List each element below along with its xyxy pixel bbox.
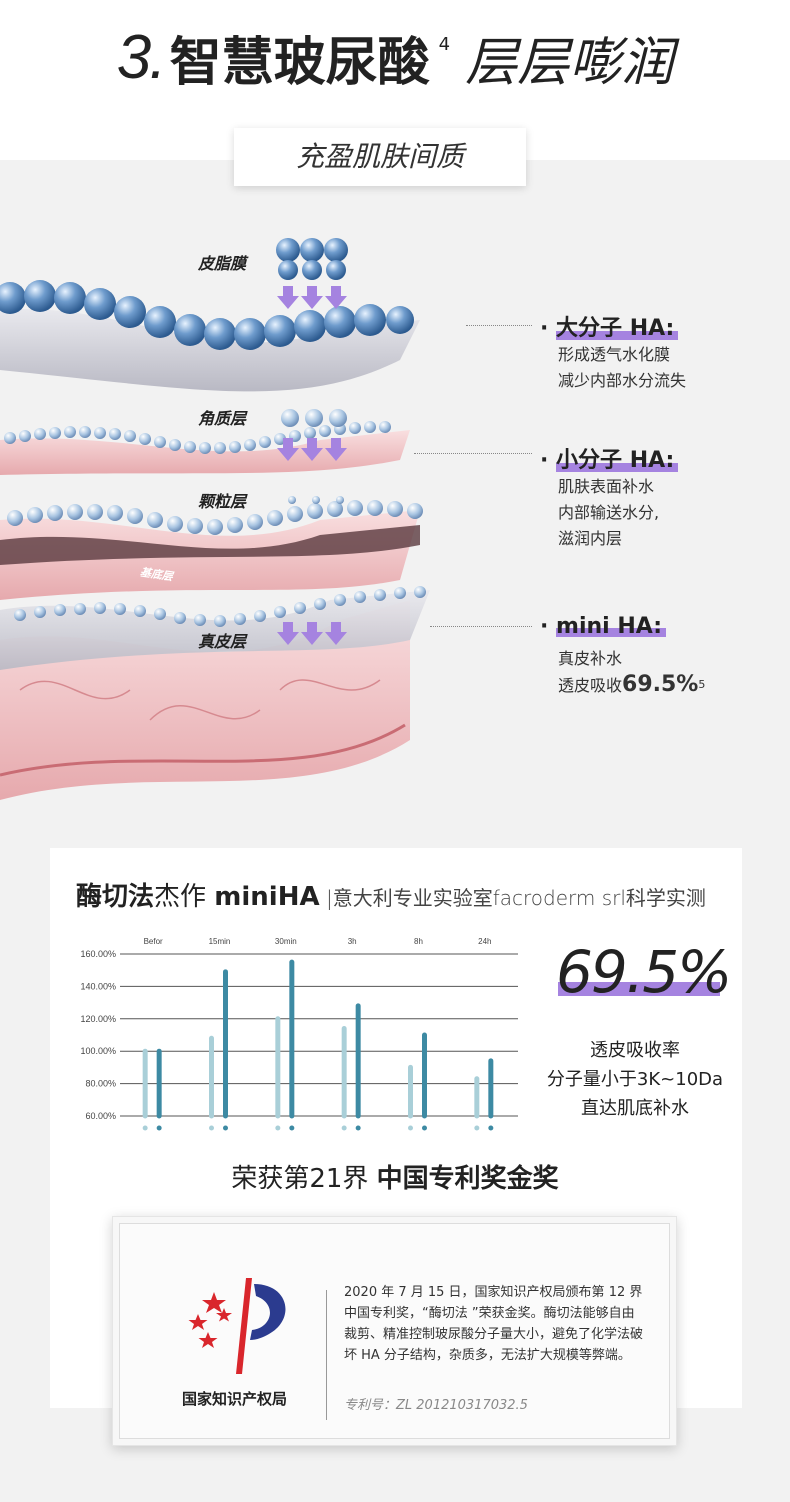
- bar-dot: [289, 1125, 295, 1131]
- skin-layers-illustration: [0, 238, 430, 800]
- sebum-bubbles: [0, 280, 414, 350]
- callout-mini-ha-line-1: 真皮补水: [558, 649, 623, 668]
- y-tick-label: 100.00%: [80, 1046, 116, 1056]
- panel-title-mid: 杰作: [154, 882, 215, 912]
- title-superscript: 4: [438, 34, 451, 55]
- certificate-text: 2020 年 7 月 15 日，国家知识产权局颁布第 12 界中国专利奖，“酶切…: [344, 1285, 644, 1363]
- certificate-patent: 专利号：ZL 201210317032.5: [344, 1398, 528, 1413]
- callout-mini-ha-title: mini HA:: [556, 614, 666, 639]
- subtitle-badge: 充盈肌肤间质: [234, 128, 526, 186]
- panel-desc-line-3: 直达肌底补水: [581, 1098, 689, 1119]
- x-category-label: 30min: [275, 937, 297, 946]
- panel-description: 透皮吸收率 分子量小于3K~10Da 直达肌底补水: [540, 1036, 730, 1123]
- award-bold: 中国专利奖金奖: [376, 1164, 559, 1194]
- large-ha-molecules: [276, 238, 348, 280]
- absorption-bar-chart: 160.00% 140.00% 120.00% 100.00% 80.00% 60.00%…: [80, 937, 518, 1131]
- dermis-bubbles: [14, 586, 426, 627]
- x-category-label: Befor: [144, 937, 163, 946]
- x-category-label: 3h: [348, 937, 357, 946]
- corneum-bubbles: [4, 421, 391, 454]
- title-bold: 智慧玻尿酸: [169, 33, 430, 93]
- callout-small-ha-title: 小分子 HA:: [556, 442, 679, 474]
- title-number: 3.: [116, 23, 167, 92]
- page-title: 3. 智慧玻尿酸 4 层层嘭润: [0, 20, 790, 95]
- callout-small-ha-line-2: 内部输送水分,: [558, 503, 660, 522]
- bar-dot: [156, 1125, 162, 1131]
- bar-dot: [341, 1125, 347, 1131]
- y-tick-label: 80.00%: [85, 1079, 116, 1089]
- x-category-label: 24h: [478, 937, 491, 946]
- y-tick-label: 140.00%: [80, 981, 116, 991]
- x-category-label: 15min: [209, 937, 231, 946]
- callout-mini-ha-value: 69.5%: [622, 672, 699, 697]
- panel-title: 酶切法杰作 miniHA |意大利专业实验室facroderm srl科学实测: [76, 876, 706, 913]
- bar-dot: [474, 1125, 480, 1131]
- small-ha-molecules: [281, 409, 347, 504]
- big-percent-highlight: [558, 982, 720, 996]
- bar-dot: [488, 1125, 494, 1131]
- callout-large-ha-line-2: 减少内部水分流失: [558, 371, 687, 390]
- sebum-film: [0, 309, 420, 392]
- big-percent-value: 69.5%: [556, 938, 732, 1006]
- bar-dot: [355, 1125, 361, 1131]
- dermis-mesh: [0, 590, 430, 670]
- callout-small-ha-line-1: 肌肤表面补水: [558, 477, 655, 496]
- y-tick-label: 120.00%: [80, 1014, 116, 1024]
- panel-desc-line-2: 分子量小于3K~10Da: [546, 1069, 724, 1090]
- bar-dot: [142, 1125, 148, 1131]
- bar-dot: [209, 1125, 214, 1131]
- layer-label-corneum: 角质层: [198, 409, 247, 428]
- award-heading: 荣获第21界 中国专利奖金奖: [0, 1158, 790, 1195]
- bar-dot: [223, 1125, 228, 1131]
- certificate-divider: [326, 1290, 327, 1420]
- layer-label-granular: 颗粒层: [198, 492, 247, 511]
- penetration-arrows: [277, 286, 347, 645]
- bar-dot: [408, 1125, 413, 1131]
- panel-title-note: |意大利专业实验室facroderm srl科学实测: [319, 886, 706, 910]
- certificate-frame: [112, 1216, 677, 1446]
- bar-dot: [275, 1125, 281, 1131]
- title-light: 层层嘭润: [465, 33, 674, 93]
- callout-mini-ha-sup: 5: [698, 678, 706, 691]
- award-prefix: 荣获第21界: [231, 1164, 377, 1194]
- x-category-label: 8h: [414, 937, 423, 946]
- callout-small-ha-line-3: 滋润内层: [558, 529, 623, 548]
- y-tick-label: 160.00%: [80, 949, 116, 959]
- layer-label-dermis: 真皮层: [198, 632, 247, 651]
- callout-large-ha-title: 大分子 HA:: [556, 310, 679, 342]
- cnipa-logo-icon: [188, 1278, 286, 1374]
- granular-bubbles: [7, 500, 423, 535]
- callout-mini-ha-line-2: 透皮吸收: [558, 676, 623, 695]
- certificate-org: 国家知识产权局: [182, 1390, 288, 1408]
- panel-title-bold: 酶切法: [76, 882, 155, 912]
- panel-title-brand: miniHA: [214, 882, 320, 912]
- bar-dot: [422, 1125, 427, 1131]
- panel-desc-line-1: 透皮吸收率: [590, 1040, 680, 1061]
- layer-label-sebum: 皮脂膜: [198, 254, 247, 273]
- y-tick-label: 60.00%: [85, 1111, 116, 1121]
- callout-large-ha-line-1: 形成透气水化膜: [558, 345, 671, 364]
